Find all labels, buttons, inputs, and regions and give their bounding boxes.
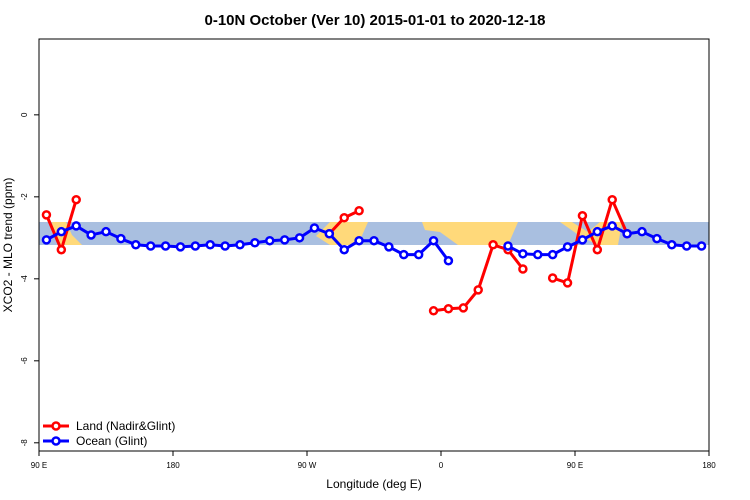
point <box>577 235 588 245</box>
point <box>622 228 632 239</box>
point <box>309 223 320 233</box>
legend-marker <box>51 436 61 446</box>
point <box>101 226 111 237</box>
ocean-band <box>39 222 709 245</box>
land-patch <box>422 222 518 245</box>
x-tick-label: 180 <box>166 461 180 470</box>
point <box>131 240 141 250</box>
point <box>205 240 215 250</box>
point <box>86 230 96 240</box>
point <box>41 210 52 220</box>
point <box>145 241 156 251</box>
point <box>518 249 528 259</box>
point <box>488 240 498 250</box>
y-tick-label: 0 <box>20 112 29 117</box>
point <box>428 306 439 316</box>
point <box>71 221 81 231</box>
point <box>533 249 543 260</box>
point <box>399 249 409 260</box>
point <box>607 194 617 205</box>
y-tick-label: -8 <box>20 439 29 447</box>
point <box>250 237 260 248</box>
point <box>56 226 67 237</box>
x-axis-label: Longitude (deg E) <box>326 477 421 491</box>
point <box>235 240 245 250</box>
point <box>562 242 573 252</box>
point <box>324 228 335 239</box>
x-tick-label: 90 E <box>31 461 47 470</box>
point <box>592 244 603 255</box>
legend-marker <box>51 421 61 431</box>
x-tick-label: 90 E <box>567 461 583 470</box>
point <box>503 241 513 251</box>
point <box>592 226 603 237</box>
point <box>458 303 469 313</box>
point <box>116 233 126 244</box>
point <box>71 194 81 205</box>
x-tick-label: 90 W <box>298 461 317 470</box>
point <box>413 249 424 260</box>
legend-item: Ocean (Glint) <box>43 434 147 448</box>
legend-label: Land (Nadir&Glint) <box>76 419 175 433</box>
point <box>577 210 588 221</box>
y-tick-label: -6 <box>20 357 29 365</box>
legend-label: Ocean (Glint) <box>76 434 147 448</box>
point <box>443 256 454 266</box>
point <box>56 244 67 255</box>
y-tick-label: -4 <box>20 275 29 283</box>
point <box>547 273 558 283</box>
plot-frame <box>38 38 710 452</box>
point <box>265 235 275 246</box>
point <box>354 235 364 246</box>
point <box>637 226 647 237</box>
point <box>41 235 52 245</box>
point <box>473 285 483 295</box>
point <box>607 221 617 231</box>
point <box>175 242 186 252</box>
point <box>443 303 454 314</box>
point <box>681 241 692 251</box>
point <box>354 206 364 216</box>
chart-title: 0-10N October (Ver 10) 2015-01-01 to 202… <box>204 12 545 29</box>
point <box>562 278 573 288</box>
point <box>518 264 528 274</box>
x-tick-label: 180 <box>702 461 716 470</box>
y-axis-label: XCO2 - MLO trend (ppm) <box>1 178 15 313</box>
point <box>547 249 558 260</box>
point <box>279 235 290 245</box>
point <box>339 244 349 255</box>
y-tick-label: -2 <box>20 193 29 201</box>
point <box>652 233 662 244</box>
point <box>696 241 707 251</box>
point <box>160 241 171 251</box>
point <box>294 233 305 243</box>
point <box>667 240 677 250</box>
point <box>428 235 439 246</box>
point <box>339 212 349 223</box>
point <box>369 235 379 246</box>
x-tick-label: 0 <box>439 461 444 470</box>
point <box>220 241 230 251</box>
point <box>384 242 394 252</box>
legend-item: Land (Nadir&Glint) <box>43 419 175 433</box>
point <box>190 241 201 251</box>
